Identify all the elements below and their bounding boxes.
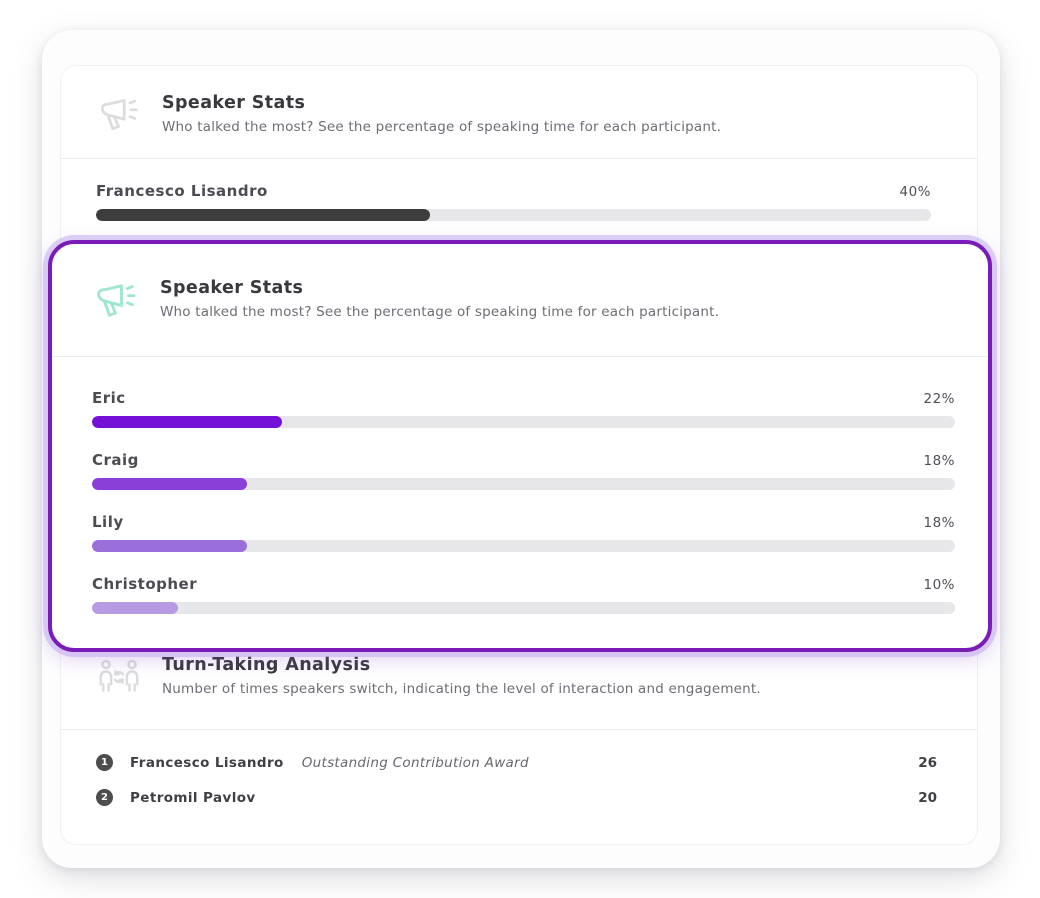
divider [61, 158, 977, 159]
turn-taking-rows: 1 Francesco Lisandro Outstanding Contrib… [61, 730, 977, 806]
report-panel: Speaker Stats Who talked the most? See t… [42, 30, 1000, 868]
megaphone-icon [96, 91, 142, 137]
progress-bar-fill [92, 540, 248, 552]
speaker-row: Christopher 10% [92, 575, 955, 614]
speaker-name: Francesco Lisandro [96, 182, 268, 200]
people-swap-icon [96, 653, 142, 699]
progress-bar-fill [92, 416, 282, 428]
card-description: Number of times speakers switch, indicat… [162, 681, 761, 697]
speaker-row: Francesco Lisandro 40% [61, 159, 977, 221]
card-description: Who talked the most? See the percentage … [160, 304, 720, 320]
turn-taking-row: 1 Francesco Lisandro Outstanding Contrib… [96, 754, 937, 771]
megaphone-icon [92, 276, 140, 324]
switch-count: 26 [918, 754, 937, 771]
speaker-name: Christopher [92, 575, 198, 593]
award-label: Outstanding Contribution Award [301, 754, 529, 771]
rank-badge: 2 [96, 789, 113, 806]
divider [52, 356, 988, 357]
switch-count: 20 [918, 789, 937, 806]
progress-bar-track [92, 540, 955, 552]
speaker-percentage: 18% [923, 515, 955, 531]
progress-bar-fill [92, 602, 179, 614]
divider [61, 729, 977, 730]
turn-taking-header-text: Turn-Taking Analysis Number of times spe… [162, 653, 761, 697]
progress-bar-track [92, 602, 955, 614]
speaker-percentage: 10% [923, 577, 955, 593]
progress-bar-track [92, 416, 955, 428]
progress-bar-fill [92, 478, 248, 490]
speaker-percentage: 18% [923, 453, 955, 469]
progress-bar-track [96, 209, 931, 221]
participant-name: Francesco Lisandro [130, 754, 284, 771]
speaker-stats-header: Speaker Stats Who talked the most? See t… [52, 244, 988, 324]
speaker-percentage: 40% [899, 184, 931, 200]
card-title: Turn-Taking Analysis [162, 655, 371, 675]
speaker-stats-header-text: Speaker Stats Who talked the most? See t… [160, 276, 719, 320]
turn-taking-header: Turn-Taking Analysis Number of times spe… [61, 591, 977, 699]
speaker-name: Lily [92, 513, 124, 531]
turn-taking-row: 2 Petromil Pavlov 20 [96, 789, 937, 806]
speaker-row: Eric 22% [92, 389, 955, 428]
speaker-name: Craig [92, 451, 139, 469]
progress-bar-fill [96, 209, 430, 221]
card-description: Who talked the most? See the percentage … [162, 119, 722, 135]
speaker-rows: Eric 22% Craig 18% [52, 357, 988, 614]
speaker-stats-header-text: Speaker Stats Who talked the most? See t… [162, 91, 721, 135]
speaker-row: Lily 18% [92, 513, 955, 552]
rank-badge: 1 [96, 754, 113, 771]
speaker-stats-header: Speaker Stats Who talked the most? See t… [61, 66, 977, 137]
participant-name: Petromil Pavlov [130, 789, 256, 806]
speaker-stats-card-highlighted[interactable]: Speaker Stats Who talked the most? See t… [48, 240, 992, 652]
card-title: Speaker Stats [160, 278, 304, 298]
speaker-percentage: 22% [923, 391, 955, 407]
progress-bar-track [92, 478, 955, 490]
card-title: Speaker Stats [162, 93, 306, 113]
speaker-name: Eric [92, 389, 126, 407]
speaker-row: Craig 18% [92, 451, 955, 490]
